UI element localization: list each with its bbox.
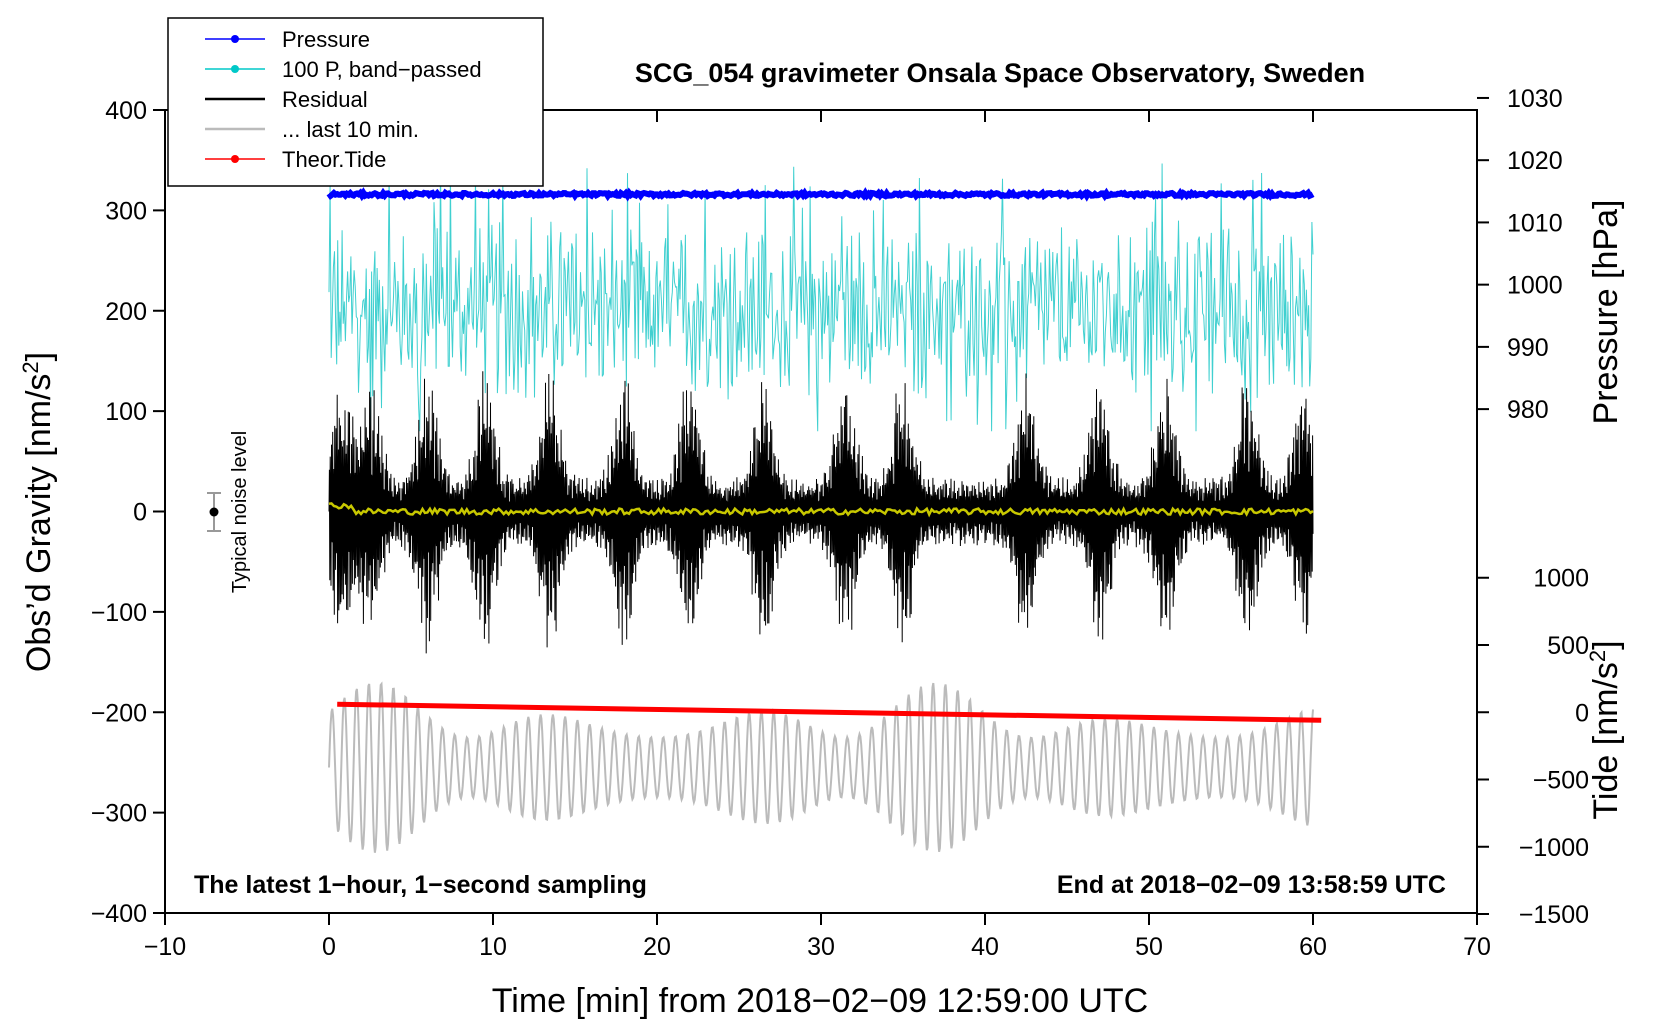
tide-tick-label: −1000 <box>1519 834 1589 862</box>
y-tick-label: 300 <box>105 197 147 225</box>
axes-layer: −10 0 10 20 30 40 50 60 70−400−300−200−100010020… <box>91 85 1589 961</box>
legend-marker-4 <box>231 155 239 163</box>
pressure-tick-label: 980 <box>1507 396 1549 424</box>
legend-items: Pressure 100 P, band−passed Residual ... la… <box>205 27 482 172</box>
noise-point <box>209 507 219 517</box>
x-tick-label: 20 <box>643 933 671 961</box>
tide-tick-label: 500 <box>1547 632 1589 660</box>
y-axis-label-pressure: Pressure [hPa] <box>1587 200 1625 425</box>
legend-label-1: 100 P, band−passed <box>282 57 482 82</box>
y-axis-label-tide: Tide [nm/s2] <box>1585 640 1625 819</box>
series-residual-mean <box>328 502 1314 518</box>
y-tick-label: −200 <box>91 699 147 727</box>
series-layer <box>326 160 1322 853</box>
pressure-tick-label: 1010 <box>1507 209 1563 237</box>
legend-marker-0 <box>231 35 239 43</box>
series-residual <box>328 371 1314 654</box>
x-tick-label: 30 <box>807 933 835 961</box>
tide-tick-label: −1500 <box>1519 901 1589 929</box>
tide-tick-label: 0 <box>1575 699 1589 727</box>
y-tick-label: 0 <box>133 499 147 527</box>
pressure-tick-label: 990 <box>1507 334 1549 362</box>
series-pressure-bandpassed <box>328 160 1314 432</box>
x-tick-label: 60 <box>1299 933 1327 961</box>
legend-marker-1 <box>231 65 239 73</box>
x-tick-label: 0 <box>322 933 336 961</box>
legend-label-2: Residual <box>282 87 368 112</box>
y-tick-label: 100 <box>105 398 147 426</box>
series-theoretical-tide <box>337 701 1322 723</box>
x-axis-label: Time [min] from 2018−02−09 12:59:00 UTC <box>492 982 1148 1020</box>
y-tick-label: 200 <box>105 298 147 326</box>
end-time-annotation: End at 2018−02−09 13:58:59 UTC <box>1057 871 1446 899</box>
x-tick-label: 50 <box>1135 933 1163 961</box>
tide-tick-label: −500 <box>1533 767 1589 795</box>
pressure-tick-label: 1030 <box>1507 85 1563 113</box>
tide-tick-label: 1000 <box>1533 565 1589 593</box>
x-tick-label: 70 <box>1463 933 1491 961</box>
y-axis-label-left: Obs’d Gravity [nm/s2] <box>18 352 58 672</box>
y-tick-label: −400 <box>91 900 147 928</box>
y-tick-label: 400 <box>105 97 147 125</box>
pressure-tick-label: 1020 <box>1507 147 1563 175</box>
chart-title: SCG_054 gravimeter Onsala Space Observat… <box>635 58 1365 88</box>
legend-label-4: Theor.Tide <box>282 147 386 172</box>
legend-box <box>167 17 544 187</box>
y-tick-label: −100 <box>91 599 147 627</box>
y-tick-label: −300 <box>91 800 147 828</box>
legend-label-0: Pressure <box>282 27 370 52</box>
x-tick-label: 40 <box>971 933 999 961</box>
sampling-annotation: The latest 1−hour, 1−second sampling <box>194 871 647 899</box>
noise-level-label: Typical noise level <box>229 431 251 593</box>
pressure-tick-label: 1000 <box>1507 272 1563 300</box>
series-pressure <box>326 187 1315 202</box>
legend: Pressure 100 P, band−passed Residual ... la… <box>167 17 544 187</box>
legend-label-3: ... last 10 min. <box>282 117 419 142</box>
x-tick-label: −10 <box>144 933 186 961</box>
series-last-10-min <box>328 681 1314 853</box>
noise-level-marker: Typical noise level <box>207 431 251 593</box>
x-tick-label: 10 <box>479 933 507 961</box>
